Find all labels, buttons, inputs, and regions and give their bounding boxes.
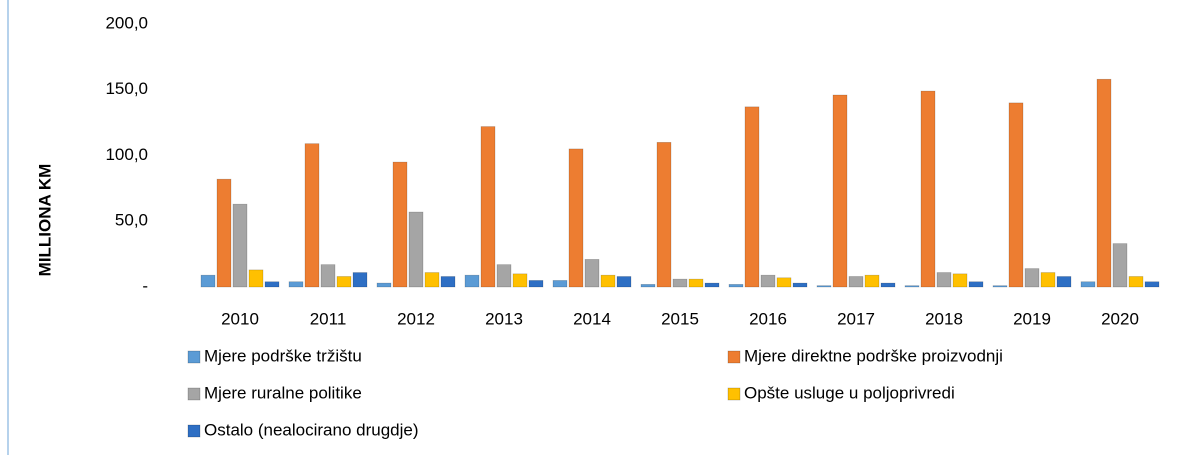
x-tick-label: 2017 (837, 309, 875, 328)
bar (264, 281, 280, 288)
legend-swatch (727, 350, 741, 364)
legend-label: Ostalo (nealocirano drugdje) (204, 420, 419, 439)
legend-swatch (187, 350, 201, 364)
legend-swatch (727, 387, 741, 401)
bar (336, 276, 352, 288)
bar (760, 274, 776, 288)
bar (528, 280, 544, 288)
x-tick-label: 2014 (573, 309, 611, 328)
legend-swatch (187, 424, 201, 438)
bar (992, 285, 1008, 288)
bar (704, 282, 720, 288)
bar (568, 148, 584, 288)
bar (816, 285, 832, 288)
bar (1112, 243, 1128, 288)
bar (1008, 102, 1024, 288)
legend-label: Mjere direktne podrške proizvodnji (744, 346, 1003, 365)
bar (512, 273, 528, 288)
bar (232, 203, 248, 288)
y-tick-label: 150,0 (105, 79, 148, 98)
bar (1080, 281, 1096, 288)
x-tick-label: 2019 (1013, 309, 1051, 328)
bar (1056, 276, 1072, 288)
bar (744, 106, 760, 288)
bar (832, 94, 848, 288)
bar (952, 273, 968, 288)
bar (640, 284, 656, 288)
bar (792, 282, 808, 288)
bar (408, 211, 424, 288)
bar (320, 264, 336, 288)
bar (920, 90, 936, 288)
y-tick-label: 200,0 (105, 13, 148, 32)
bar (464, 274, 480, 288)
bar (352, 272, 368, 288)
legend-label: Mjere ruralne politike (204, 383, 362, 402)
bar (248, 269, 264, 288)
bar (496, 264, 512, 288)
bar (672, 278, 688, 288)
bar (288, 281, 304, 288)
bar (936, 272, 952, 288)
bar (552, 280, 568, 288)
legend-swatch (187, 387, 201, 401)
legend-label: Opšte usluge u poljoprivredi (744, 383, 955, 402)
bar (600, 274, 616, 288)
bar (968, 281, 984, 288)
bar (304, 143, 320, 288)
bar (216, 178, 232, 288)
bar (480, 126, 496, 288)
bar (376, 282, 392, 288)
bar (864, 274, 880, 288)
y-tick-label: 50,0 (115, 211, 148, 230)
bar (904, 285, 920, 288)
x-tick-label: 2013 (485, 309, 523, 328)
bar (1144, 281, 1160, 288)
bar (776, 277, 792, 288)
y-tick-label: - (142, 276, 148, 295)
bar (440, 276, 456, 288)
bar (848, 276, 864, 288)
bar (656, 142, 672, 288)
x-tick-label: 2020 (1101, 309, 1139, 328)
bar (584, 259, 600, 288)
x-tick-label: 2018 (925, 309, 963, 328)
x-tick-label: 2016 (749, 309, 787, 328)
bar (424, 272, 440, 288)
bar (1096, 78, 1112, 288)
bar (616, 276, 632, 288)
bar (880, 282, 896, 288)
bar (1040, 272, 1056, 288)
bar (728, 284, 744, 288)
x-tick-label: 2011 (310, 309, 347, 328)
x-tick-label: 2010 (221, 309, 259, 328)
bar (688, 278, 704, 288)
x-tick-label: 2012 (397, 309, 435, 328)
legend-label: Mjere podrške tržištu (204, 346, 362, 365)
bar (392, 161, 408, 288)
bar (200, 274, 216, 288)
bar (1024, 268, 1040, 288)
bar (1128, 276, 1144, 288)
x-tick-label: 2015 (661, 309, 699, 328)
y-tick-label: 100,0 (105, 145, 148, 164)
y-axis-label: MILLIONA KM (35, 164, 54, 277)
